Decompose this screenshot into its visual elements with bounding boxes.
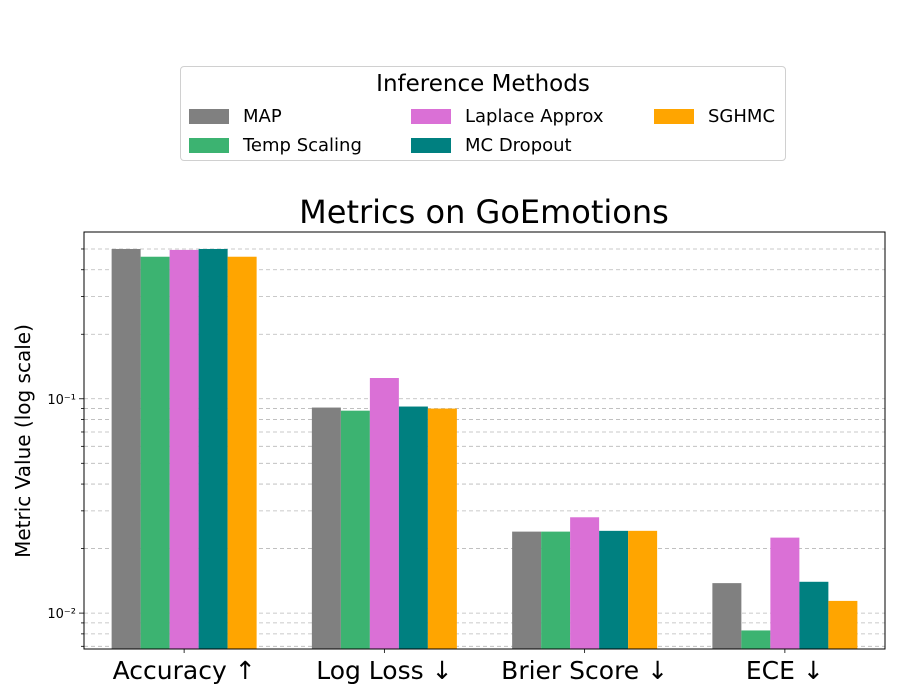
bar-map-3 <box>712 583 742 649</box>
legend-title: Inference Methods <box>376 71 590 97</box>
legend-entry-map: MAP <box>189 105 282 127</box>
x-tick-label: Log Loss ↓ <box>316 656 452 685</box>
bar-map-0 <box>111 248 141 650</box>
bar-sghmc-0 <box>227 256 257 649</box>
legend-swatch-map <box>189 108 229 124</box>
legend-entry-mc-dropout: MC Dropout <box>411 134 572 156</box>
chart-title: Metrics on GoEmotions <box>299 193 669 231</box>
y-tick-label: 10⁻² <box>47 607 76 622</box>
bar-sghmc-2 <box>628 530 658 649</box>
legend-label-map: MAP <box>243 105 282 127</box>
legend-swatch-laplace-approx <box>411 108 451 124</box>
bar-sghmc-3 <box>828 600 858 649</box>
bar-mc-dropout-3 <box>799 581 829 649</box>
legend-label-mc-dropout: MC Dropout <box>465 134 572 156</box>
legend-label-sghmc: SGHMC <box>708 105 776 127</box>
bar-mc-dropout-0 <box>198 248 228 650</box>
ticks: Accuracy ↑ Log Loss ↓ Brier Score ↓ ECE ↓ 10… <box>47 248 824 685</box>
bar-temp-scaling-2 <box>541 531 571 649</box>
x-tick-label: ECE ↓ <box>746 656 824 685</box>
legend-label-temp-scaling: Temp Scaling <box>243 134 362 156</box>
bar-sghmc-1 <box>427 408 457 649</box>
x-tick-label: Brier Score ↓ <box>501 656 668 685</box>
legend-entry-sghmc: SGHMC <box>654 105 775 127</box>
legend-swatch-mc-dropout <box>411 137 451 153</box>
axes <box>83 231 886 650</box>
legend-entry-laplace-approx: Laplace Approx <box>411 105 604 127</box>
bar-temp-scaling-3 <box>741 630 771 649</box>
bar-mc-dropout-2 <box>599 530 629 649</box>
legend-entry-temp-scaling: Temp Scaling <box>189 134 362 156</box>
y-tick-label: 10⁻¹ <box>47 393 76 408</box>
plot-frame <box>83 231 886 650</box>
bar-temp-scaling-0 <box>140 256 170 649</box>
bar-temp-scaling-1 <box>340 410 370 649</box>
y-axis-label: Metric Value (log scale) <box>11 324 35 558</box>
legend-swatch-sghmc <box>654 108 694 124</box>
legend-swatch-temp-scaling <box>189 137 229 153</box>
bar-laplace-approx-3 <box>770 537 800 649</box>
bar-map-2 <box>512 531 542 649</box>
bar-mc-dropout-1 <box>398 406 428 649</box>
bars <box>111 248 858 650</box>
legend: Inference Methods MAP Temp Scaling Lapla… <box>180 66 786 161</box>
legend-label-laplace-approx: Laplace Approx <box>465 105 604 127</box>
bar-laplace-approx-0 <box>169 249 199 650</box>
bar-laplace-approx-2 <box>570 517 600 649</box>
bar-map-1 <box>311 407 341 649</box>
bar-laplace-approx-1 <box>369 378 399 649</box>
x-tick-label: Accuracy ↑ <box>113 656 256 685</box>
